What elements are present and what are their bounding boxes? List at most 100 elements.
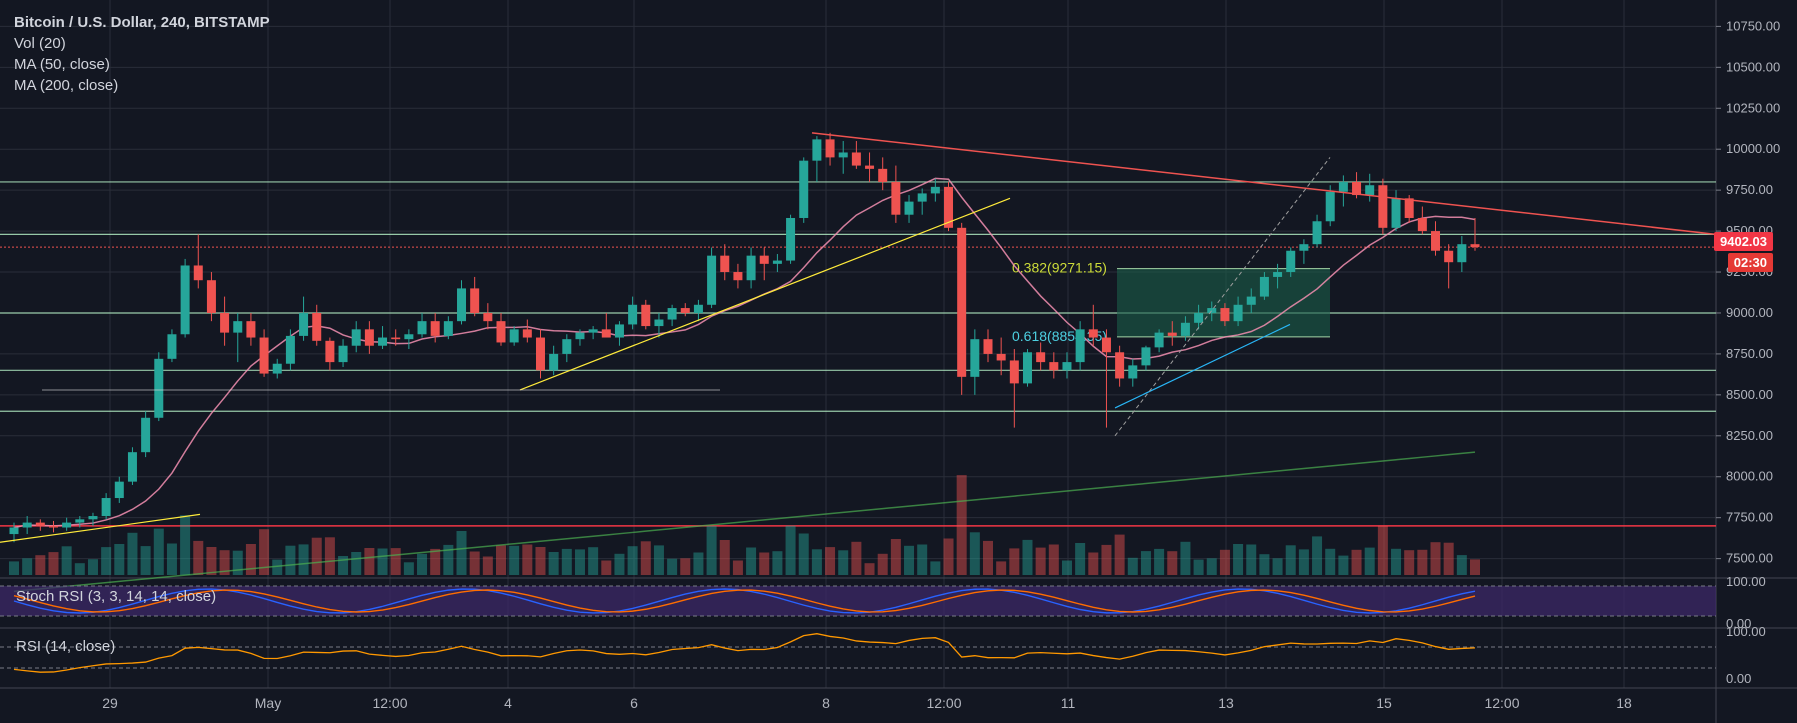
volume-bar bbox=[206, 547, 217, 575]
candles bbox=[9, 132, 1480, 543]
volume-bar bbox=[1298, 549, 1309, 575]
candle-body bbox=[1154, 332, 1164, 348]
candle-body bbox=[127, 452, 137, 482]
volume-bar bbox=[693, 552, 704, 575]
volume-bar bbox=[61, 546, 72, 575]
time-tick-label: 29 bbox=[102, 695, 118, 711]
volume-bar bbox=[1075, 543, 1086, 575]
price-tick-label: 7500.00 bbox=[1726, 551, 1773, 566]
candle-body bbox=[1036, 352, 1046, 363]
volume-bar bbox=[1325, 548, 1336, 575]
volume-bar bbox=[1338, 555, 1349, 575]
volume-bar bbox=[1259, 554, 1270, 575]
candle-body bbox=[1404, 198, 1414, 218]
time-tick-label: May bbox=[255, 695, 281, 711]
volume-bar bbox=[877, 553, 888, 575]
candle-body bbox=[1101, 337, 1111, 353]
volume-bar bbox=[956, 475, 967, 575]
volume-bar bbox=[219, 550, 230, 575]
volume-bar bbox=[930, 561, 941, 575]
candle-body bbox=[522, 329, 532, 338]
volume-bar bbox=[627, 546, 638, 575]
candle-body bbox=[1115, 352, 1125, 379]
fib-zone-box bbox=[1117, 268, 1330, 337]
ma50-indicator-label[interactable]: MA (50, close) bbox=[14, 56, 110, 73]
candle-body bbox=[1325, 191, 1335, 222]
volume-bar bbox=[614, 553, 625, 575]
volume-bar bbox=[311, 537, 322, 575]
price-tick-label: 7750.00 bbox=[1726, 510, 1773, 525]
vol-indicator-label[interactable]: Vol (20) bbox=[14, 35, 66, 52]
volume-bar bbox=[1022, 539, 1033, 575]
price-tick-label: 8250.00 bbox=[1726, 428, 1773, 443]
volume-bar bbox=[1391, 548, 1402, 575]
volume-bar bbox=[1233, 544, 1244, 575]
candle-body bbox=[378, 337, 388, 346]
volume-bar bbox=[403, 562, 414, 575]
volume-bar bbox=[22, 558, 33, 575]
volume-bar bbox=[680, 558, 691, 575]
candle-body bbox=[693, 304, 703, 313]
volume-bar bbox=[706, 526, 717, 575]
volume-bar bbox=[364, 548, 375, 575]
candle-body bbox=[193, 265, 203, 281]
volume-bar bbox=[1167, 551, 1178, 575]
candle-body bbox=[720, 255, 730, 273]
candle-body bbox=[430, 321, 440, 336]
candle-body bbox=[1062, 362, 1072, 371]
time-tick-label: 6 bbox=[630, 695, 638, 711]
candle-body bbox=[509, 329, 519, 343]
candle-body bbox=[996, 353, 1006, 361]
volume-bar bbox=[1246, 544, 1257, 575]
candle-body bbox=[62, 522, 72, 528]
price-tick-label: 10500.00 bbox=[1726, 59, 1780, 74]
volume-bar bbox=[1417, 549, 1428, 575]
volume-bar bbox=[917, 544, 928, 575]
volume-bar bbox=[1154, 548, 1165, 575]
volume-bar bbox=[969, 532, 980, 575]
candle-body bbox=[562, 339, 572, 354]
time-tick-label: 11 bbox=[1061, 695, 1076, 711]
volume-bar bbox=[667, 558, 678, 575]
stoch-d-line bbox=[13, 589, 1476, 613]
volume-bar bbox=[653, 545, 664, 575]
volume-bar bbox=[9, 561, 19, 575]
symbol-title[interactable]: Bitcoin / U.S. Dollar, 240, BITSTAMP bbox=[14, 14, 270, 31]
candle-body bbox=[325, 340, 335, 363]
candle-body bbox=[22, 522, 32, 528]
candle-body bbox=[1246, 296, 1256, 305]
candle-body bbox=[1470, 244, 1480, 248]
ma200-indicator-label[interactable]: MA (200, close) bbox=[14, 77, 119, 94]
candle-body bbox=[944, 186, 954, 228]
candle-body bbox=[1009, 360, 1019, 384]
candle-body bbox=[601, 329, 611, 338]
volume-bar bbox=[180, 515, 191, 575]
candle-body bbox=[338, 345, 348, 363]
volume-bar bbox=[1377, 525, 1388, 575]
volume-bar bbox=[496, 545, 506, 575]
volume-bar bbox=[588, 547, 599, 575]
volume-bar bbox=[324, 537, 335, 575]
stoch-rsi-label[interactable]: Stoch RSI (3, 3, 14, 14, close) bbox=[16, 588, 217, 605]
candle-body bbox=[206, 280, 216, 313]
candle-body bbox=[535, 337, 545, 371]
volume-bar bbox=[443, 544, 454, 575]
volume-bar bbox=[114, 544, 125, 575]
volume-bar bbox=[1404, 550, 1415, 575]
price-tick-label: 8500.00 bbox=[1726, 387, 1773, 402]
volume-bar bbox=[1364, 547, 1375, 575]
volume-bar bbox=[456, 531, 467, 575]
candle-body bbox=[891, 181, 901, 215]
time-tick-label: 15 bbox=[1376, 695, 1392, 711]
volume-bar bbox=[1219, 549, 1230, 575]
volume-bar bbox=[1430, 542, 1441, 575]
volume-bar bbox=[285, 545, 296, 575]
candle-body bbox=[285, 335, 295, 364]
candle-body bbox=[114, 481, 124, 499]
grid-lines bbox=[0, 0, 1716, 688]
candle-body bbox=[628, 304, 638, 325]
rsi-label[interactable]: RSI (14, close) bbox=[16, 638, 116, 655]
candle-body bbox=[1180, 322, 1190, 336]
